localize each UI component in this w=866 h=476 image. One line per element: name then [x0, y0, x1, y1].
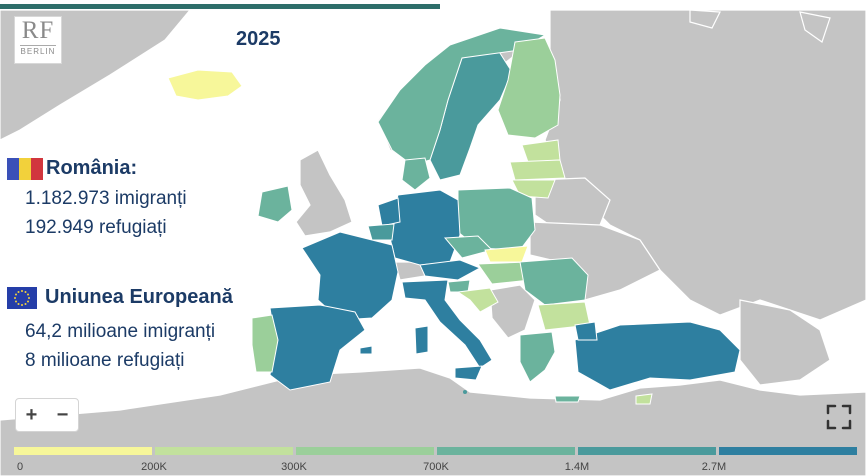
legend-label: 1.4M — [564, 461, 590, 473]
country-romania[interactable] — [519, 257, 589, 306]
eu-heading: Uniunea Europeană — [7, 286, 233, 309]
expand-icon[interactable] — [824, 402, 854, 432]
eu-immigrants: 64,2 milioane imigranți — [25, 321, 216, 342]
country-estonia[interactable] — [521, 139, 561, 163]
country-france[interactable] — [301, 231, 399, 321]
legend-swatch — [719, 447, 857, 455]
logo-separator — [20, 45, 56, 46]
country-turkey-thrace[interactable] — [574, 321, 598, 341]
legend-swatch — [578, 447, 716, 455]
legend-label: 700K — [423, 461, 449, 473]
legend-label: 300K — [281, 461, 307, 473]
legend-swatch — [14, 447, 152, 455]
country-iceland[interactable] — [167, 69, 243, 101]
year-title: 2025 — [236, 28, 281, 50]
country-poland[interactable] — [457, 187, 536, 251]
country-latvia[interactable] — [509, 159, 566, 181]
zoom-out-button[interactable]: − — [56, 404, 69, 426]
eu-flag-icon — [7, 286, 37, 309]
legend-swatch — [296, 447, 434, 455]
country-balearic[interactable] — [359, 345, 373, 355]
eu-title: Uniunea Europeană — [45, 286, 233, 308]
country-portugal[interactable] — [251, 314, 279, 373]
romania-immigrants: 1.182.973 imigranți — [25, 188, 187, 209]
country-norway[interactable] — [377, 27, 547, 166]
zoom-in-button[interactable]: + — [25, 404, 38, 426]
logo-city: BERLIN — [20, 47, 56, 56]
legend-label: 200K — [141, 461, 167, 473]
country-cyprus[interactable] — [635, 393, 653, 405]
country-belgium[interactable] — [367, 223, 395, 241]
romania-refugees: 192.949 refugiați — [25, 217, 167, 238]
legend-swatch — [437, 447, 575, 455]
country-crete[interactable] — [554, 395, 581, 403]
country-netherlands[interactable] — [377, 197, 401, 227]
romania-title: România: — [46, 157, 138, 179]
rf-berlin-logo: RF BERLIN — [14, 16, 62, 64]
country-austria[interactable] — [419, 259, 482, 281]
legend-label: 2.7M — [701, 461, 727, 473]
legend-swatch — [155, 447, 293, 455]
top-accent-bar — [0, 4, 440, 9]
romania-flag-icon — [7, 157, 43, 180]
romania-heading: România: — [7, 157, 137, 180]
legend-label: 0 — [17, 461, 24, 473]
logo-brand: RF — [21, 17, 55, 44]
country-italy[interactable] — [401, 279, 493, 369]
zoom-control: + − — [15, 398, 79, 432]
country-denmark[interactable] — [401, 157, 431, 191]
country-germany[interactable] — [387, 189, 461, 266]
country-ireland[interactable] — [257, 185, 293, 223]
country-malta[interactable] — [463, 390, 467, 394]
country-slovenia[interactable] — [447, 279, 471, 293]
country-sardinia[interactable] — [414, 325, 429, 355]
country-croatia[interactable] — [456, 287, 499, 313]
country-turkey[interactable] — [574, 321, 741, 391]
country-sicily[interactable] — [454, 365, 483, 381]
country-greece[interactable] — [519, 331, 556, 383]
eu-refugees: 8 milioane refugiați — [25, 350, 185, 371]
country-finland[interactable] — [497, 37, 561, 139]
color-legend: 0 200K 300K 700K 1.4M 2.7M — [14, 447, 866, 476]
